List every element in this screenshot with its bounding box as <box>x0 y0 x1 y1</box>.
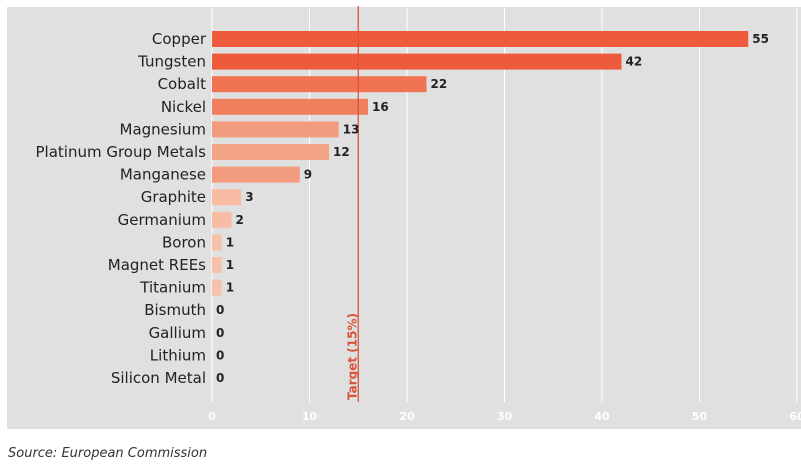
category-labels: Copper Tungsten Cobalt Nickel Magnesium Plati… <box>35 30 206 387</box>
x-tick-label: 40 <box>594 410 610 423</box>
x-tick-label: 60 <box>789 410 801 423</box>
bar <box>212 121 339 138</box>
x-tick-label: 50 <box>692 410 708 423</box>
bar <box>212 76 427 93</box>
category-label: Lithium <box>150 346 206 364</box>
category-label: Cobalt <box>158 75 207 93</box>
value-label: 1 <box>226 281 234 295</box>
category-label: Titanium <box>139 279 206 297</box>
bar <box>212 31 749 47</box>
category-label: Germanium <box>118 211 206 229</box>
bar <box>212 211 232 228</box>
value-label: 1 <box>226 258 234 272</box>
value-label: 16 <box>372 100 389 114</box>
value-label: 1 <box>226 235 234 249</box>
x-tick-label: 0 <box>208 410 216 423</box>
category-label: Copper <box>152 30 207 48</box>
category-label: Gallium <box>149 324 206 342</box>
bar <box>212 166 300 183</box>
category-label: Graphite <box>141 188 206 206</box>
value-label: 9 <box>304 168 312 182</box>
value-label: 0 <box>216 348 224 362</box>
source-note: Source: European Commission <box>8 446 208 461</box>
bar <box>212 189 242 206</box>
value-label: 0 <box>216 371 224 385</box>
bar <box>212 279 222 296</box>
category-label: Nickel <box>161 98 206 116</box>
category-label: Tungsten <box>137 53 206 71</box>
x-axis-ticks: 0 10 20 30 40 50 60 <box>208 410 801 423</box>
category-label: Platinum Group Metals <box>35 143 206 161</box>
category-label: Bismuth <box>144 301 206 319</box>
bar <box>212 234 222 251</box>
value-label: 0 <box>216 326 224 340</box>
category-label: Silicon Metal <box>111 369 206 387</box>
value-label: 0 <box>216 303 224 317</box>
bar <box>212 53 622 70</box>
bar <box>212 144 329 160</box>
grid-lines <box>211 8 798 402</box>
bar-chart: Target (15%) Copper Tungsten Cobalt Nickel M… <box>35 6 801 423</box>
value-label: 42 <box>626 55 643 69</box>
value-label: 55 <box>752 32 769 46</box>
category-label: Manganese <box>120 166 206 184</box>
x-tick-label: 20 <box>399 410 415 423</box>
value-label: 12 <box>333 145 350 159</box>
value-label: 22 <box>431 77 448 91</box>
value-label: 3 <box>245 190 253 204</box>
value-label: 2 <box>236 213 244 227</box>
bar <box>212 98 368 115</box>
category-label: Boron <box>162 233 206 251</box>
target-marker: Target (15%) <box>345 6 359 402</box>
value-label: 13 <box>343 122 360 136</box>
category-label: Magnesium <box>120 120 207 138</box>
category-label: Magnet REEs <box>108 256 206 274</box>
x-tick-label: 10 <box>302 410 318 423</box>
bars <box>212 31 749 296</box>
bar <box>212 257 222 273</box>
target-label: Target (15%) <box>345 313 359 400</box>
x-tick-label: 30 <box>497 410 513 423</box>
